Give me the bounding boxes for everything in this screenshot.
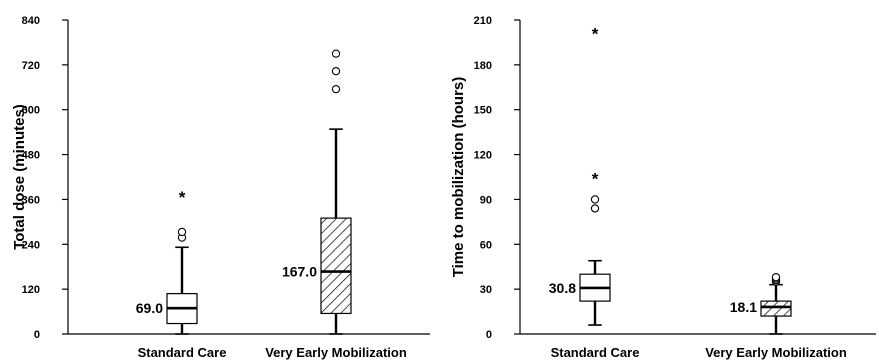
median-label: 167.0 (282, 264, 317, 280)
outlier-star: * (592, 24, 599, 43)
y-tick-label: 0 (486, 329, 492, 341)
category-label: Very Early Mobilization (705, 345, 847, 360)
median-label: 69.0 (136, 300, 163, 316)
y-tick-label: 180 (474, 60, 492, 72)
category-label: Standard Care (551, 345, 640, 360)
outlier-star: * (179, 188, 186, 207)
total-dose-chart: 0 120 240 360 480 600 720 840 Total dose (minute… (11, 15, 430, 360)
category-label: Standard Care (138, 345, 227, 360)
y-tick-label: 480 (22, 150, 40, 162)
y-tick-label: 840 (22, 15, 40, 27)
outlier-circle (331, 49, 341, 58)
y-axis-title: Time to mobilization (hours) (450, 77, 467, 278)
outlier-circle (331, 85, 341, 94)
box-standard-care: 69.0 * (136, 188, 198, 335)
y-tick-label: 30 (480, 284, 492, 296)
y-tick-label: 600 (22, 105, 40, 117)
y-tick-label: 120 (22, 284, 40, 296)
iqr-box (760, 300, 792, 317)
category-label: Very Early Mobilization (265, 345, 407, 360)
box-very-early-mobilization: 167.0 (282, 49, 352, 335)
time-to-mobilization-chart: 0 30 60 90 120 150 180 210 Time to mobilization … (450, 15, 876, 360)
y-tick-label: 90 (480, 194, 492, 206)
outlier-star: * (592, 170, 599, 189)
outlier-circle (331, 67, 341, 76)
outlier-circle (771, 273, 781, 282)
y-tick-label: 210 (474, 15, 492, 27)
y-tick-label: 60 (480, 239, 492, 251)
y-tick-label: 720 (22, 60, 40, 72)
y-tick-label: 0 (34, 329, 40, 341)
median-label: 30.8 (549, 280, 576, 296)
box-standard-care: 30.8 * * (549, 24, 611, 326)
y-tick-label: 360 (22, 194, 40, 206)
box-very-early-mobilization: 18.1 (730, 273, 792, 335)
outlier-circle (177, 227, 187, 237)
outlier-circle (590, 195, 600, 204)
outlier-circle (590, 204, 600, 213)
y-tick-label: 120 (474, 150, 492, 162)
median-label: 18.1 (730, 299, 757, 315)
y-tick-label: 150 (474, 105, 492, 117)
y-axis-title: Total dose (minutes) (11, 104, 28, 250)
iqr-box (320, 217, 352, 315)
y-tick-label: 240 (22, 239, 40, 251)
